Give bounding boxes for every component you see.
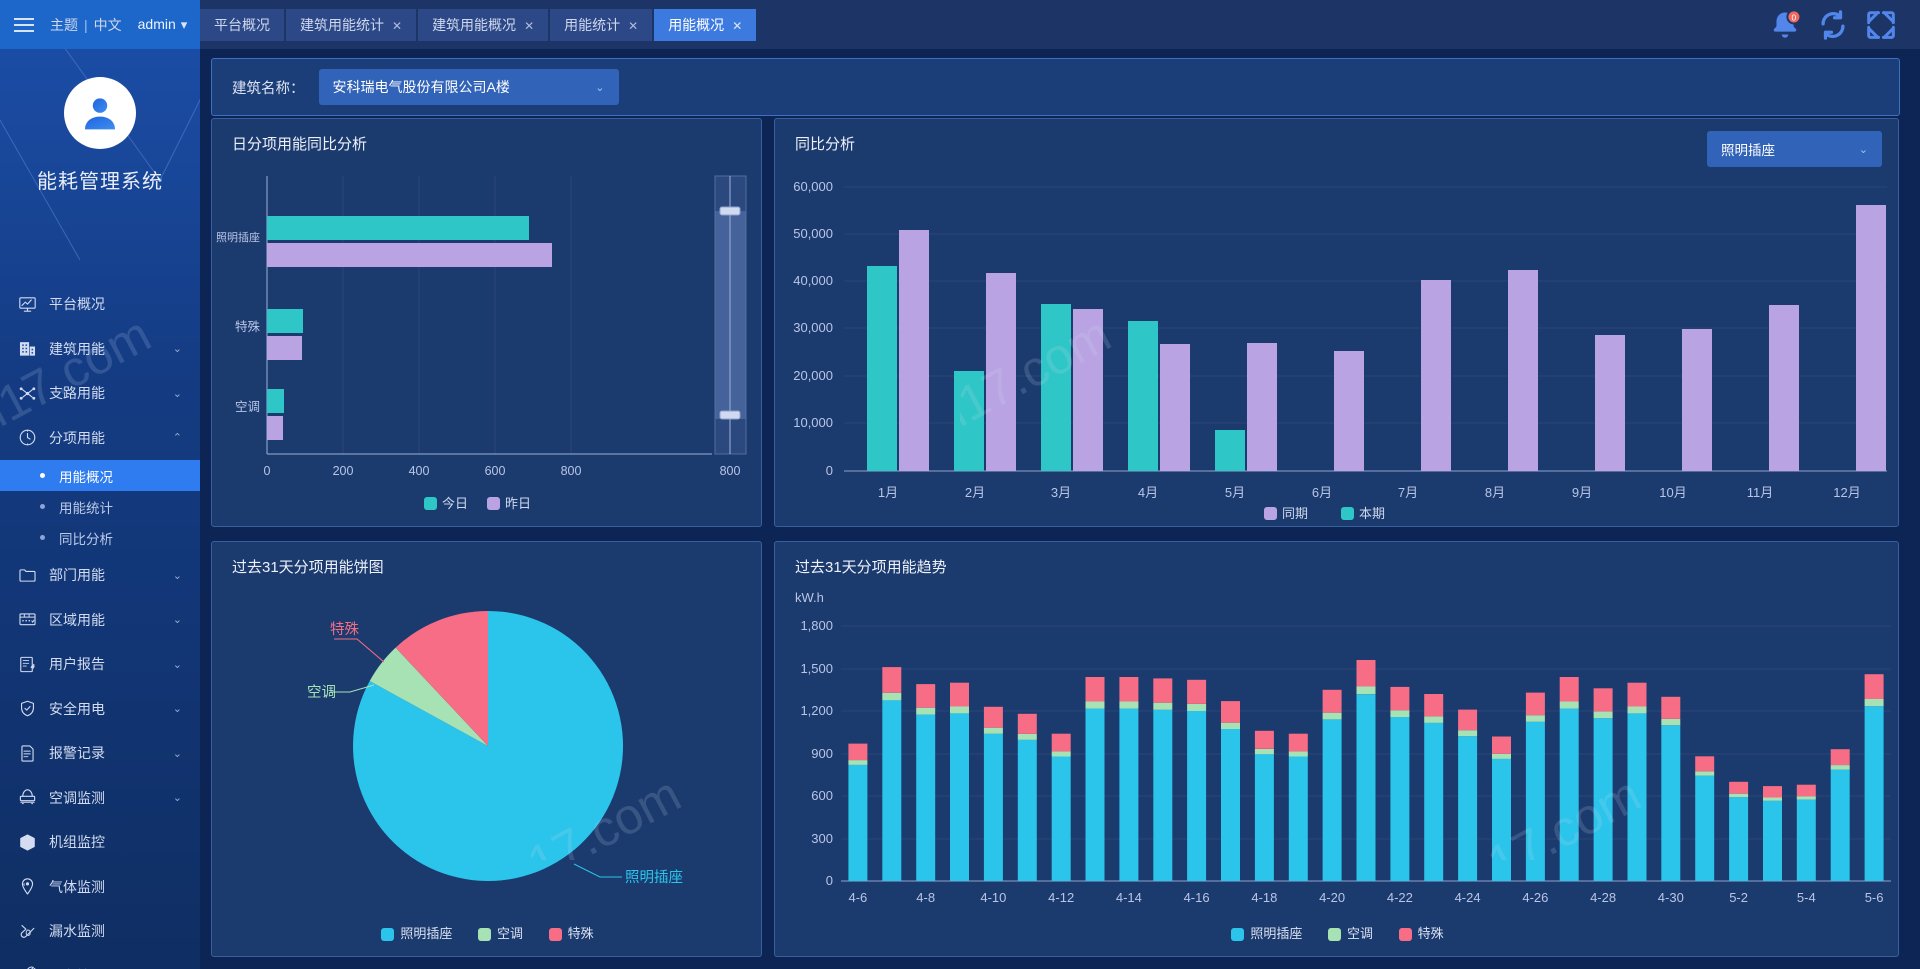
svg-text:4-20: 4-20 [1319, 890, 1345, 905]
svg-text:4-26: 4-26 [1522, 890, 1548, 905]
svg-text:20,000: 20,000 [793, 368, 833, 383]
svg-text:5月: 5月 [1225, 485, 1245, 500]
svg-text:2月: 2月 [965, 485, 985, 500]
svg-text:空调: 空调 [307, 684, 336, 701]
svg-text:今日: 今日 [442, 496, 468, 511]
svg-text:4-6: 4-6 [849, 890, 868, 905]
svg-text:本期: 本期 [1359, 506, 1385, 521]
svg-text:40,000: 40,000 [793, 273, 833, 288]
svg-text:9月: 9月 [1572, 485, 1592, 500]
svg-text:8月: 8月 [1485, 485, 1505, 500]
svg-text:7月: 7月 [1398, 485, 1418, 500]
svg-text:空调: 空调 [235, 400, 260, 414]
svg-text:5-6: 5-6 [1865, 890, 1884, 905]
svg-text:4-30: 4-30 [1658, 890, 1684, 905]
svg-text:11月: 11月 [1747, 485, 1774, 500]
svg-text:6月: 6月 [1312, 485, 1332, 500]
svg-text:400: 400 [409, 464, 430, 478]
svg-text:4-14: 4-14 [1116, 890, 1142, 905]
svg-text:10月: 10月 [1659, 485, 1686, 500]
svg-text:4月: 4月 [1138, 485, 1158, 500]
svg-text:800: 800 [720, 464, 741, 478]
svg-text:照明插座: 照明插座 [216, 230, 260, 244]
svg-text:4-12: 4-12 [1048, 890, 1074, 905]
svg-text:照明插座: 照明插座 [625, 869, 683, 886]
svg-text:0: 0 [1792, 12, 1797, 22]
svg-text:5-2: 5-2 [1729, 890, 1748, 905]
svg-text:4-24: 4-24 [1455, 890, 1481, 905]
svg-text:1,500: 1,500 [800, 661, 833, 676]
svg-text:200: 200 [333, 464, 354, 478]
svg-text:60,000: 60,000 [793, 179, 833, 194]
svg-text:900: 900 [811, 746, 833, 761]
svg-text:50,000: 50,000 [793, 226, 833, 241]
svg-text:30,000: 30,000 [793, 320, 833, 335]
svg-text:0: 0 [826, 873, 833, 888]
svg-text:0: 0 [826, 463, 833, 478]
svg-text:600: 600 [811, 788, 833, 803]
svg-text:1,200: 1,200 [800, 703, 833, 718]
svg-text:1月: 1月 [878, 485, 898, 500]
svg-text:昨日: 昨日 [505, 496, 531, 511]
svg-text:特殊: 特殊 [330, 621, 359, 638]
svg-text:800: 800 [561, 464, 582, 478]
svg-text:600: 600 [485, 464, 506, 478]
svg-text:4-28: 4-28 [1590, 890, 1616, 905]
svg-text:3月: 3月 [1051, 485, 1071, 500]
svg-text:1,800: 1,800 [800, 618, 833, 633]
svg-text:同期: 同期 [1282, 506, 1308, 521]
svg-text:12月: 12月 [1833, 485, 1860, 500]
svg-text:4-16: 4-16 [1184, 890, 1210, 905]
svg-text:4-18: 4-18 [1251, 890, 1277, 905]
svg-text:4-22: 4-22 [1387, 890, 1413, 905]
svg-text:4-8: 4-8 [916, 890, 935, 905]
svg-text:5-4: 5-4 [1797, 890, 1816, 905]
svg-text:4-10: 4-10 [980, 890, 1006, 905]
svg-text:10,000: 10,000 [793, 415, 833, 430]
svg-text:特殊: 特殊 [235, 319, 261, 334]
svg-text:300: 300 [811, 831, 833, 846]
svg-text:0: 0 [264, 464, 271, 478]
